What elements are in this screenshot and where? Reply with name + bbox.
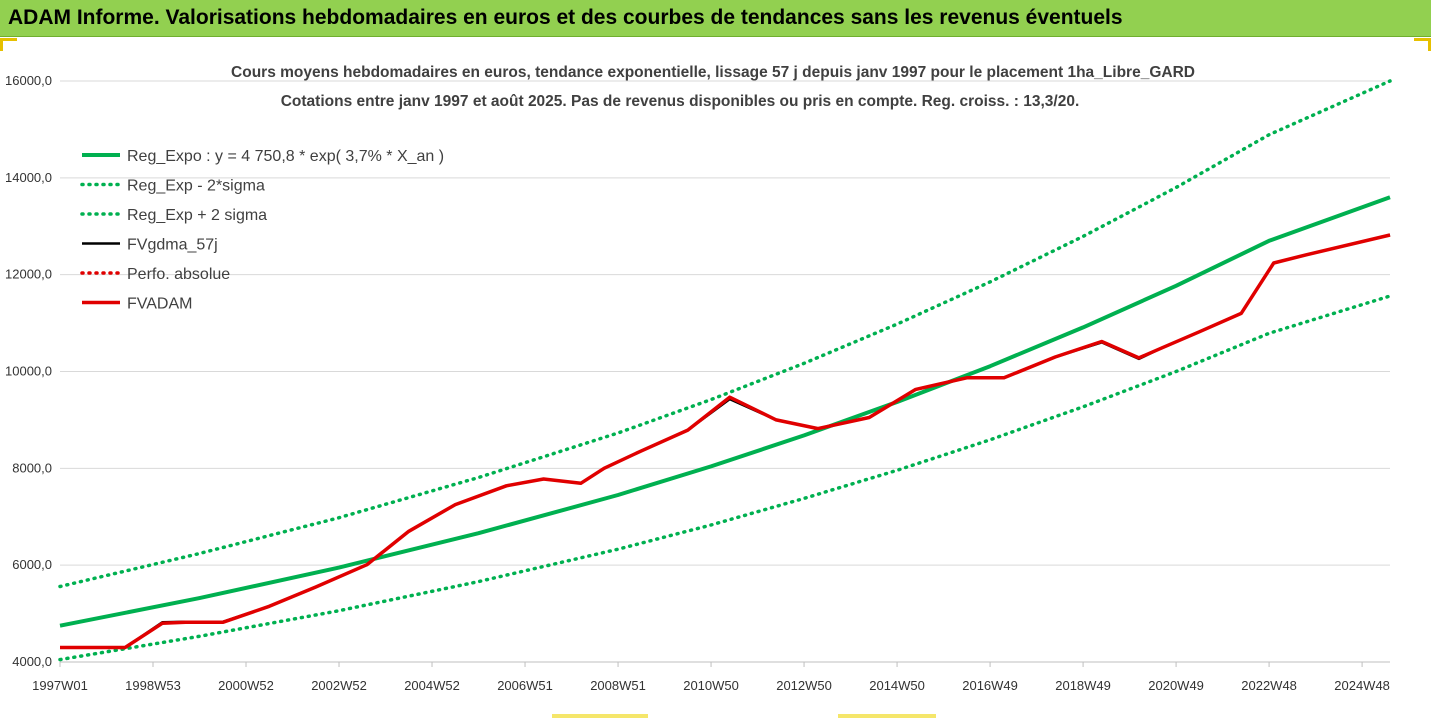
banner-title: ADAM Informe. Valorisations hebdomadaire… xyxy=(8,6,1123,29)
series-lines xyxy=(58,79,1392,662)
x-tick-label: 2018W49 xyxy=(1055,678,1111,693)
report-banner: ADAM Informe. Valorisations hebdomadaire… xyxy=(0,0,1431,37)
x-tick-label: 2002W52 xyxy=(311,678,367,693)
series-line-0 xyxy=(59,195,1391,628)
legend-label-4: Perfo. absolue xyxy=(127,266,230,283)
series-line-5 xyxy=(60,233,1391,650)
y-tick-label: 10000,0 xyxy=(5,364,52,379)
y-tick-label: 6000,0 xyxy=(12,557,52,572)
sheet-tab-left xyxy=(552,714,648,718)
x-tick-label: 2022W48 xyxy=(1241,678,1297,693)
y-tick-label: 8000,0 xyxy=(12,460,52,475)
x-tick-label: 1998W53 xyxy=(125,678,181,693)
chart-area: 4000,0 6000,0 8000,0 10000,0 12000,0 14000,0 1… xyxy=(5,64,1392,693)
legend-label-0: Reg_Expo : y = 4 750,8 * exp( 3,7% * X_a… xyxy=(127,148,444,165)
x-tick-label: 2000W52 xyxy=(218,678,274,693)
legend-label-1: Reg_Exp - 2*sigma xyxy=(127,178,265,195)
series-line-1 xyxy=(58,294,1392,662)
y-tick-label: 12000,0 xyxy=(5,267,52,282)
series-line-2 xyxy=(58,79,1392,589)
legend-label-5: FVADAM xyxy=(127,296,192,313)
x-tick-label: 2010W50 xyxy=(683,678,739,693)
legend-label-2: Reg_Exp + 2 sigma xyxy=(127,207,267,224)
y-tick-label: 16000,0 xyxy=(5,73,52,88)
x-tick-label: 2020W49 xyxy=(1148,678,1204,693)
frame-corner-right xyxy=(1414,38,1431,51)
chart-title-line1: Cours moyens hebdomadaires en euros, ten… xyxy=(231,64,1195,81)
x-tick-label: 2016W49 xyxy=(962,678,1018,693)
chart-title-line2: Cotations entre janv 1997 et août 2025. … xyxy=(281,93,1080,110)
sheet-tab-right xyxy=(838,714,936,718)
x-tick-label: 2004W52 xyxy=(404,678,460,693)
x-tick-label: 2014W50 xyxy=(869,678,925,693)
x-tick-label: 2024W48 xyxy=(1334,678,1390,693)
frame-corner-left xyxy=(0,38,17,51)
x-tick-labels: 1997W01 1998W53 2000W52 2002W52 2004W52 2006W… xyxy=(32,662,1390,693)
x-tick-label: 2012W50 xyxy=(776,678,832,693)
x-tick-label: 1997W01 xyxy=(32,678,88,693)
x-tick-label: 2008W51 xyxy=(590,678,646,693)
y-tick-labels: 4000,0 6000,0 8000,0 10000,0 12000,0 14000,0 1… xyxy=(5,73,52,669)
y-tick-label: 4000,0 xyxy=(12,654,52,669)
gridlines xyxy=(60,80,1390,663)
legend: Reg_Expo : y = 4 750,8 * exp( 3,7% * X_a… xyxy=(80,148,444,313)
legend-label-3: FVgdma_57j xyxy=(127,237,218,254)
y-tick-label: 14000,0 xyxy=(5,170,52,185)
x-tick-label: 2006W51 xyxy=(497,678,553,693)
